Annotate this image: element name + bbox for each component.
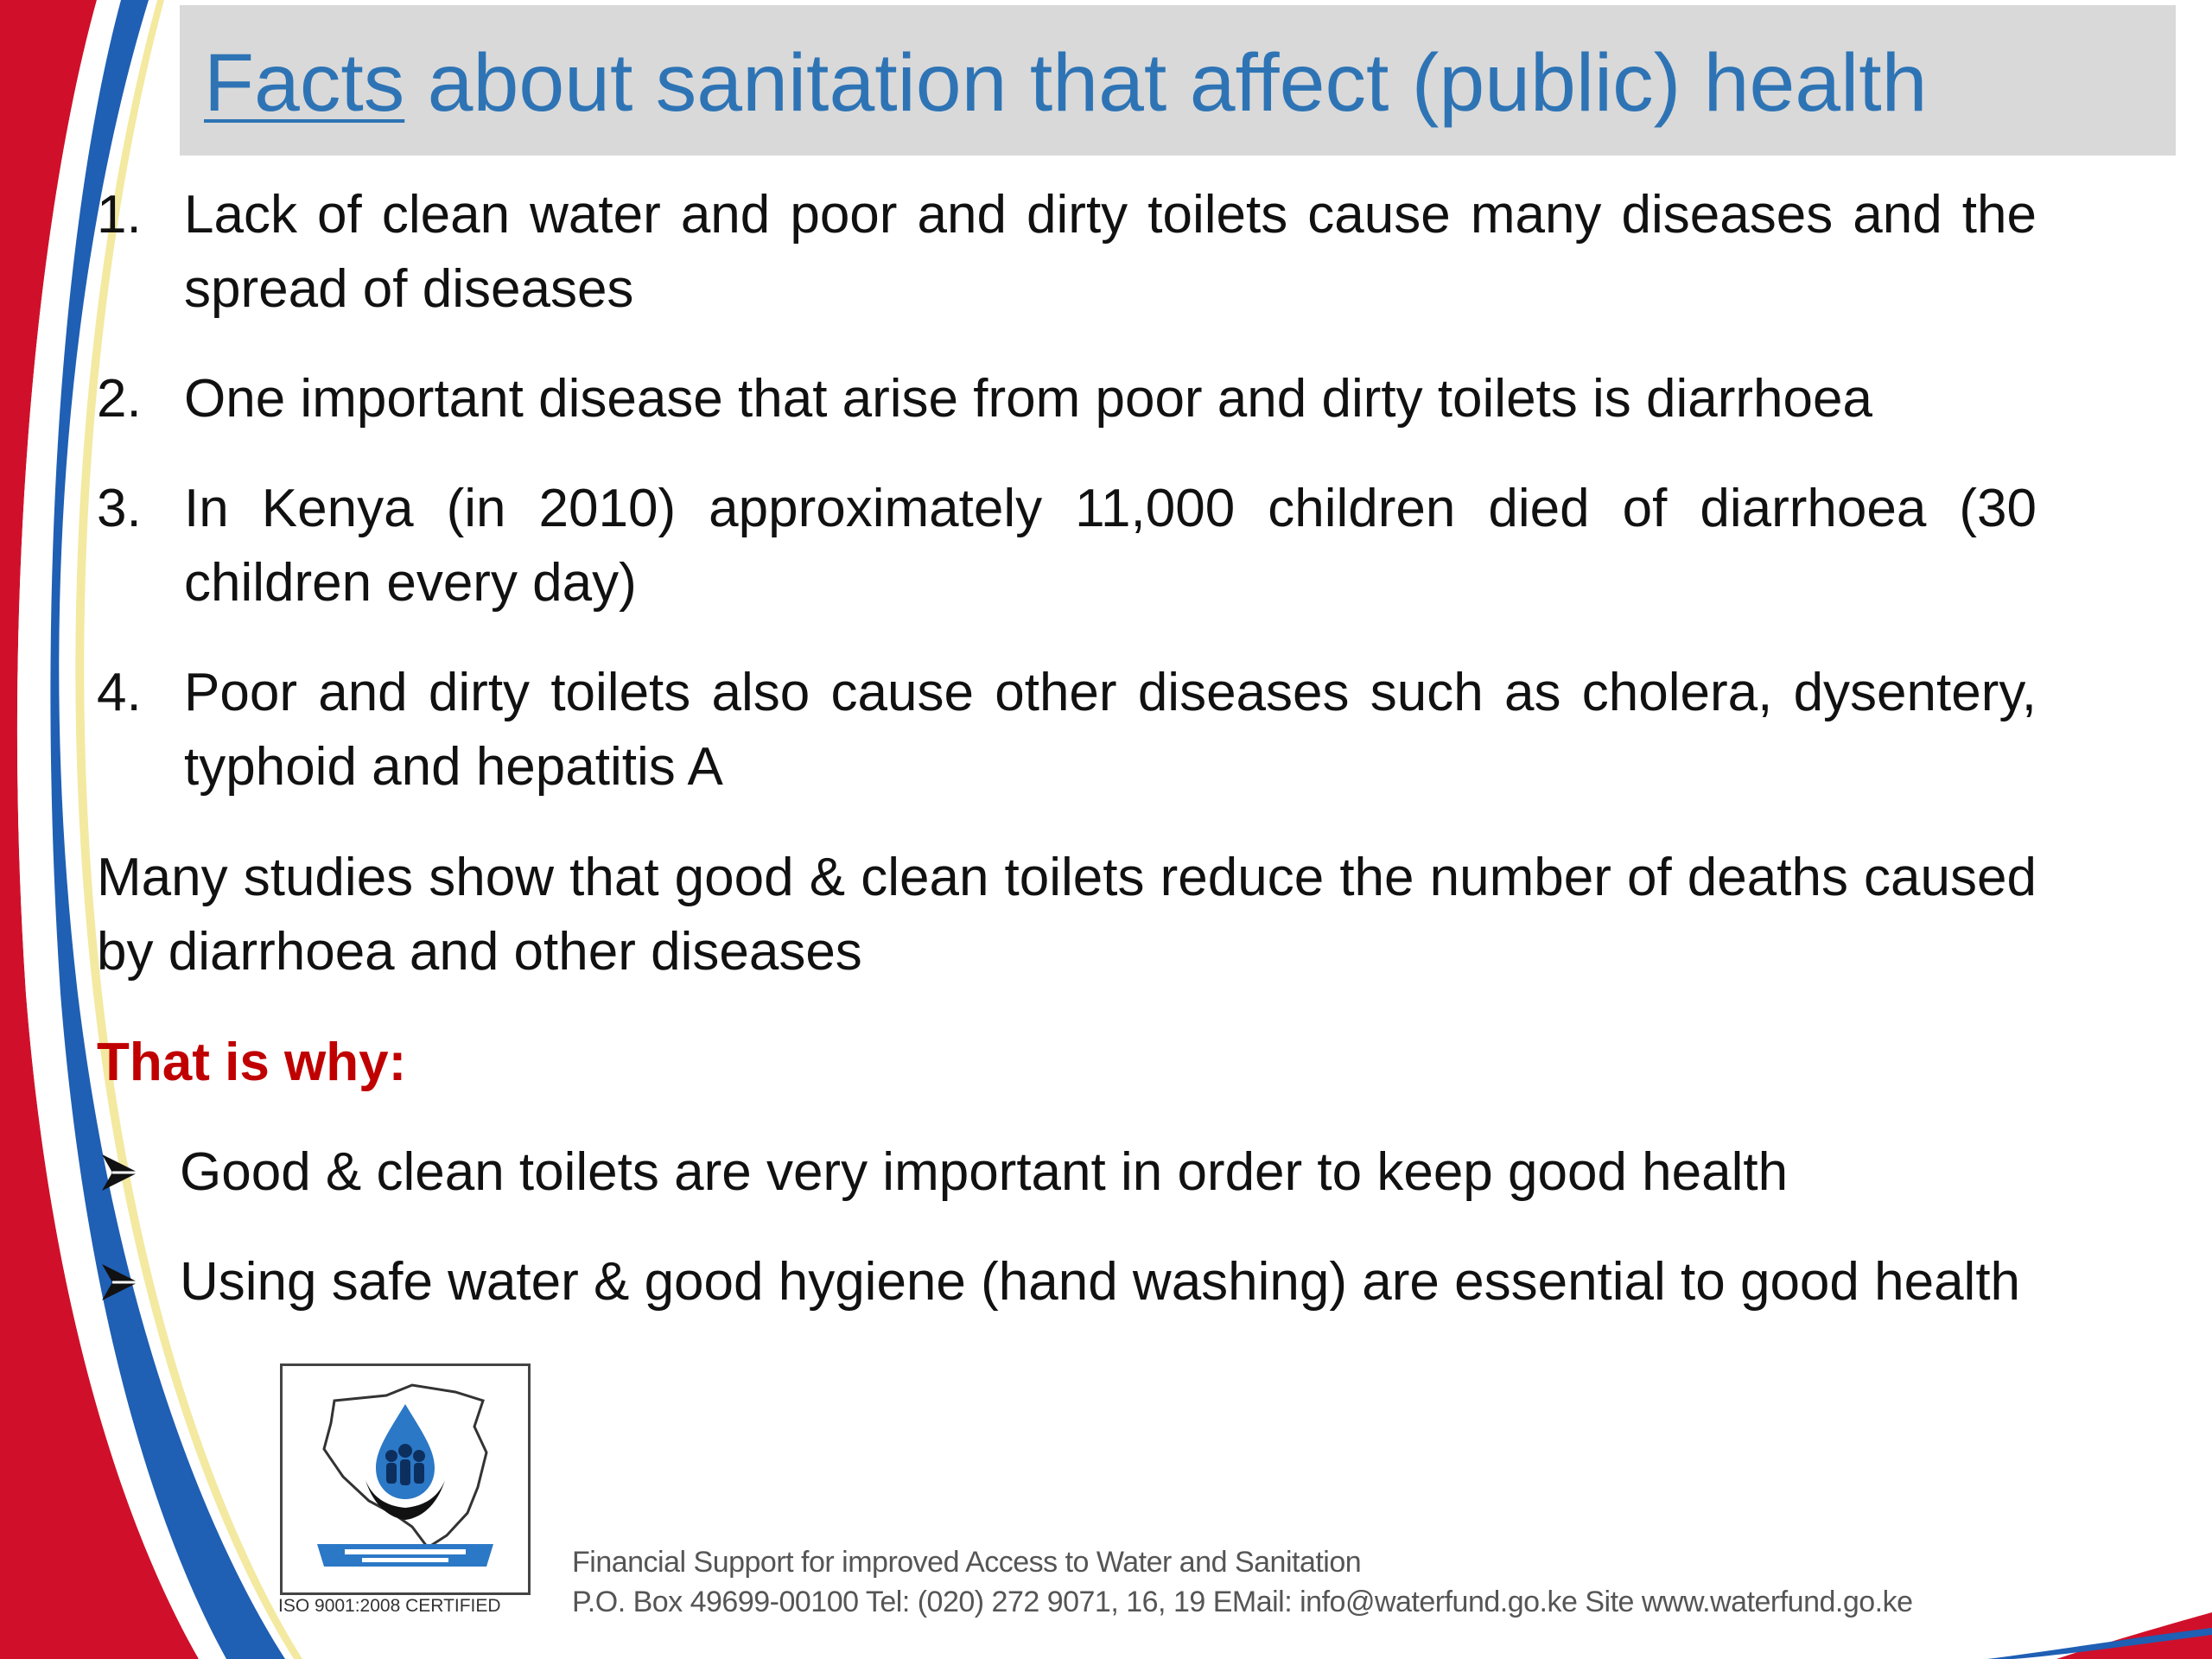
numbered-item-4: 4. Poor and dirty toilets also cause oth… [97, 656, 2037, 804]
water-fund-logo-icon [317, 1383, 493, 1567]
item-number: 3. [97, 479, 142, 538]
title-underlined-word: Facts [204, 37, 405, 129]
bullet-text: Using safe water & good hygiene (hand wa… [180, 1252, 2021, 1312]
iso-certification: ISO 9001:2008 CERTIFIED [278, 1596, 501, 1616]
numbered-item-1: 1. Lack of clean water and poor and dirt… [97, 178, 2037, 327]
bullet-item-1: Good & clean toilets are very important … [97, 1135, 2037, 1210]
arrow-bullet-icon [102, 1154, 138, 1191]
item-text: Poor and dirty toilets also cause other … [184, 663, 2037, 797]
numbered-item-2: 2. One important disease that arise from… [97, 362, 2037, 436]
item-text: Lack of clean water and poor and dirty t… [184, 185, 2037, 319]
arrow-bullet-icon [102, 1264, 138, 1300]
item-number: 1. [97, 185, 142, 245]
white-swoosh-gap [16, 0, 226, 1659]
studies-paragraph: Many studies show that good & clean toil… [97, 848, 2037, 982]
footer-line-1: Financial Support for improved Access to… [572, 1546, 1362, 1579]
organization-logo [280, 1363, 531, 1595]
item-number: 4. [97, 663, 142, 722]
page-title: Facts about sanitation that affect (publ… [204, 31, 1927, 135]
item-number: 2. [97, 369, 142, 429]
footer-line-2: P.O. Box 49699-00100 Tel: (020) 272 9071… [572, 1586, 1913, 1618]
blue-corner-flick [1987, 1628, 2212, 1659]
that-is-why-heading: That is why: [97, 1033, 407, 1092]
blue-swoosh-band [50, 0, 285, 1659]
item-text: One important disease that arise from po… [184, 369, 1872, 429]
bullet-item-2: Using safe water & good hygiene (hand wa… [97, 1245, 2037, 1319]
item-text: In Kenya (in 2010) approximately 11,000 … [184, 479, 2037, 613]
title-bar [180, 5, 2176, 156]
title-rest: about sanitation that affect (public) he… [404, 37, 1928, 129]
bullet-text: Good & clean toilets are very important … [180, 1142, 1789, 1202]
numbered-item-3: 3. In Kenya (in 2010) approximately 11,0… [97, 472, 2037, 620]
red-swoosh-band [0, 0, 199, 1659]
